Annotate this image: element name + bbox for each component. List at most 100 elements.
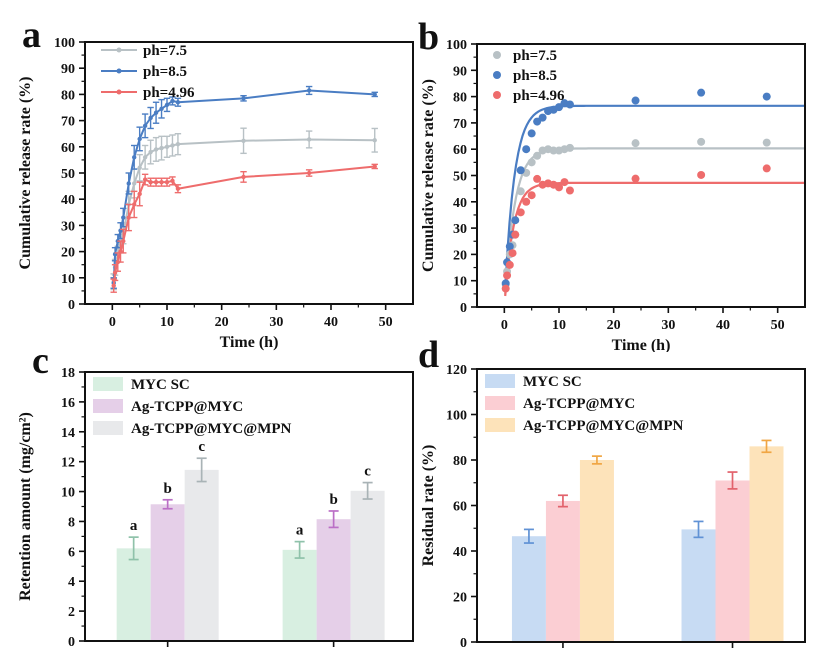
data-point <box>159 106 164 112</box>
legend-label: Ag-TCPP@MYC <box>523 396 635 412</box>
legend-marker-dot <box>116 89 122 95</box>
panel-c-legend: MYC SC Ag-TCPP@MYC Ag-TCPP@MYC@MPN <box>93 377 292 437</box>
y-tick-label: 0 <box>68 635 75 648</box>
y-tick-label: 20 <box>61 246 75 261</box>
legend-label: MYC SC <box>523 374 582 390</box>
data-point <box>697 88 706 97</box>
x-tick-label: 50 <box>771 318 785 333</box>
panel-d-chart: 0 20 40 60 80 100 120 Residual rate (%) MYC SC Ag… <box>420 363 806 648</box>
panel-d-label: d <box>418 334 440 376</box>
data-point <box>565 100 574 109</box>
y-tick-label: 4 <box>68 575 75 590</box>
y-tick-label: 14 <box>61 426 75 441</box>
data-point <box>175 141 181 147</box>
fit-curve-ph=4.96 <box>504 181 805 297</box>
series-Ag-TCPP@MYC <box>545 471 750 642</box>
data-point <box>306 170 312 176</box>
y-tick-label: 40 <box>453 196 467 211</box>
data-point <box>516 208 525 217</box>
series-Ag-TCPP@MYC: bb <box>150 481 351 641</box>
panel-d-series <box>511 439 784 642</box>
sig-label: b <box>329 492 337 508</box>
panel-b-label: b <box>418 16 440 58</box>
y-tick-label: 6 <box>68 545 75 560</box>
data-point <box>372 164 377 169</box>
data-point <box>631 174 640 183</box>
y-tick-label: 2 <box>68 605 75 620</box>
data-point <box>115 259 121 265</box>
data-point <box>549 146 558 155</box>
legend-marker <box>493 91 501 99</box>
panel-a-legend: ph=7.5 ph=8.5 ph=4.96 <box>101 43 195 101</box>
series-points-ph=4.96 <box>501 164 771 293</box>
y-tick-label: 50 <box>453 170 467 185</box>
data-point <box>121 215 126 220</box>
legend-label: ph=7.5 <box>143 43 187 59</box>
data-point <box>527 158 536 167</box>
y-tick-label: 100 <box>54 36 75 51</box>
data-point <box>148 115 153 121</box>
bar <box>150 504 185 641</box>
bar <box>579 460 614 642</box>
data-point <box>126 215 131 220</box>
bar <box>715 480 750 642</box>
legend-label: MYC SC <box>131 377 190 393</box>
data-point <box>170 98 175 104</box>
y-tick-label: 100 <box>446 38 467 53</box>
panel-c-axes: 0 2 4 6 8 10 12 14 16 18 Retention amount (mg/cm²) <box>17 366 335 648</box>
bar <box>511 536 546 642</box>
y-tick-label: 10 <box>453 275 467 290</box>
data-point <box>175 186 181 191</box>
legend-label: ph=7.5 <box>513 48 557 64</box>
legend-label: ph=8.5 <box>143 64 187 80</box>
y-tick-label: 120 <box>446 363 467 378</box>
legend-label: ph=8.5 <box>513 68 557 84</box>
data-point <box>533 151 542 160</box>
data-point <box>148 149 153 155</box>
data-point <box>164 179 170 185</box>
y-tick-label: 80 <box>61 88 75 103</box>
data-point <box>241 174 246 180</box>
data-point <box>121 238 126 244</box>
data-point <box>170 143 175 148</box>
x-tick-label: 40 <box>716 318 730 333</box>
bar <box>116 548 151 641</box>
legend-swatch <box>93 377 123 391</box>
series-line <box>112 165 375 286</box>
y-axis-label: Retention amount (mg/cm²) <box>17 412 34 601</box>
y-tick-label: 60 <box>453 500 467 515</box>
data-point <box>631 139 640 148</box>
x-tick-label: 10 <box>160 315 174 330</box>
plot-frame <box>476 43 806 308</box>
data-point <box>137 136 142 142</box>
y-tick-label: 100 <box>446 409 467 424</box>
bar <box>545 500 580 642</box>
plot-frame <box>84 41 414 305</box>
legend-marker-dot <box>116 68 122 74</box>
x-tick-label: 50 <box>379 315 393 330</box>
y-tick-label: 70 <box>453 117 467 132</box>
data-point <box>306 137 312 142</box>
sig-label: a <box>296 523 304 539</box>
y-tick-label: 8 <box>68 515 75 530</box>
data-point <box>560 178 569 187</box>
data-point <box>527 191 536 200</box>
x-tick-label: 0 <box>501 318 508 333</box>
series-Ag-TCPP@MYC@MPN <box>579 439 784 642</box>
data-point <box>241 96 246 101</box>
data-point <box>762 138 771 147</box>
y-tick-label: 60 <box>61 141 75 156</box>
series-Ag-TCPP@MYC@MPN: cc <box>184 439 385 641</box>
y-tick-label: 20 <box>453 591 467 606</box>
x-tick-label: 40 <box>324 315 338 330</box>
y-tick-label: 70 <box>61 115 75 130</box>
data-point <box>522 145 531 154</box>
data-point <box>511 216 520 225</box>
data-point <box>522 197 531 206</box>
data-point <box>508 249 517 258</box>
series-ph=8.5 <box>110 85 378 289</box>
legend-swatch <box>93 421 123 435</box>
x-axis-label: Time (h) <box>612 337 671 352</box>
data-point <box>164 102 170 108</box>
